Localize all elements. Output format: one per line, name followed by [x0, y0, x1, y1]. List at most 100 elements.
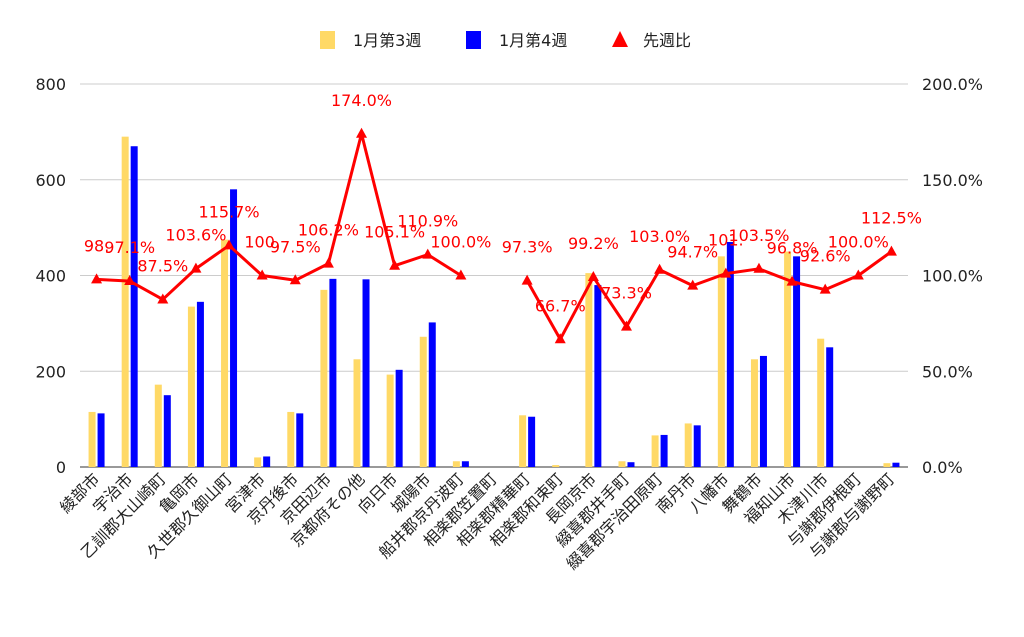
ratio-data-label: 110.9% — [397, 212, 458, 231]
ratio-marker — [819, 283, 831, 294]
legend-label-week3: 1月第3週 — [353, 31, 421, 50]
ratio-data-label: 98. — [84, 236, 109, 255]
ratio-data-label: 115.7% — [199, 202, 260, 221]
y-left-tick-label: 200 — [35, 362, 66, 381]
bar-week4 — [163, 395, 171, 467]
ratio-marker — [587, 271, 599, 282]
ratio-marker — [289, 274, 301, 285]
y-left-tick-label: 800 — [35, 75, 66, 94]
ratio-data-label: 96.8% — [767, 239, 818, 258]
bar-week4 — [196, 301, 204, 467]
ratio-marker — [620, 320, 632, 331]
y-right-tick-label: 0.0% — [922, 458, 963, 477]
ratio-marker — [422, 248, 434, 259]
legend-swatch-week3 — [320, 31, 335, 49]
ratio-marker — [455, 269, 467, 280]
bar-week3 — [684, 423, 692, 467]
bar-week4 — [726, 241, 734, 467]
ratio-data-label: 105.1% — [364, 223, 425, 242]
bar-week3 — [353, 359, 361, 467]
ratio-marker — [786, 275, 798, 286]
bar-week4 — [627, 462, 635, 467]
bar-week3 — [519, 415, 527, 467]
legend-label-ratio: 先週比 — [643, 31, 691, 50]
bar-week4 — [329, 278, 337, 467]
y-right-tick-label: 100.0% — [922, 267, 983, 286]
bar-week4 — [693, 425, 701, 467]
y-left-tick-label: 400 — [35, 267, 66, 286]
legend-marker-ratio — [612, 31, 628, 47]
ratio-marker — [157, 293, 169, 304]
ratio-marker — [885, 245, 897, 256]
bar-week4 — [130, 146, 138, 468]
ratio-line — [96, 132, 462, 301]
bar-week3 — [618, 461, 626, 467]
ratio-data-label: 100.0% — [430, 233, 491, 252]
bar-week4 — [362, 279, 370, 467]
y-left-tick-label: 0 — [56, 458, 66, 477]
ratio-line — [525, 250, 893, 341]
bar-week3 — [187, 306, 195, 467]
ratio-data-label: 97.5% — [270, 237, 321, 256]
bar-week4 — [395, 369, 403, 467]
legend-label-week4: 1月第4週 — [499, 31, 567, 50]
legend-swatch-week4 — [466, 31, 481, 49]
bar-week3 — [784, 251, 792, 467]
ratio-marker — [720, 267, 732, 278]
bar-week4 — [230, 189, 238, 467]
y-left-tick-label: 600 — [35, 171, 66, 190]
ratio-marker — [190, 262, 202, 273]
ratio-marker — [554, 333, 566, 344]
bar-week4 — [826, 347, 834, 467]
ratio-marker — [124, 275, 136, 286]
ratio-data-label: 97.1% — [104, 238, 155, 257]
ratio-marker — [356, 127, 368, 138]
ratio-marker — [687, 279, 699, 290]
ratio-data-label: 99.2% — [568, 234, 619, 253]
bar-week4 — [759, 355, 767, 467]
ratio-data-label: 73.3% — [601, 284, 652, 303]
ratio-marker — [389, 259, 401, 270]
ratio-data-label: 101. — [708, 231, 744, 250]
ratio-data-label: 92.6% — [800, 247, 851, 266]
bar-week3 — [452, 461, 460, 467]
ratio-data-label: 100.0% — [828, 233, 889, 252]
ratio-data-label: 94.7% — [667, 243, 718, 262]
bar-week3 — [419, 336, 427, 467]
bar-week4 — [97, 413, 105, 467]
ratio-data-label: 97.3% — [502, 238, 553, 257]
bar-week3 — [320, 289, 328, 467]
bar-week3 — [121, 136, 129, 467]
bar-week4 — [660, 434, 668, 467]
bar-week3 — [221, 239, 229, 467]
ratio-marker — [521, 274, 533, 285]
ratio-data-label: 66.7% — [535, 296, 586, 315]
ratio-marker — [91, 273, 103, 284]
bar-week4 — [892, 462, 900, 467]
y-right-tick-label: 150.0% — [922, 171, 983, 190]
ratio-data-label: 106.2% — [298, 221, 359, 240]
ratio-data-label: 174.0% — [331, 91, 392, 110]
bar-week4 — [528, 416, 536, 467]
bar-week4 — [793, 256, 801, 467]
bar-week3 — [287, 411, 295, 467]
ratio-marker — [223, 239, 235, 250]
bar-week3 — [552, 465, 560, 467]
bar-week3 — [88, 411, 96, 467]
bar-week3 — [585, 273, 593, 467]
bar-week4 — [594, 285, 602, 467]
ratio-data-label: 87.5% — [137, 256, 188, 275]
bar-week3 — [883, 463, 891, 467]
ratio-marker — [322, 257, 334, 268]
bar-week3 — [154, 384, 162, 467]
ratio-data-label: 112.5% — [861, 209, 922, 228]
bar-week3 — [254, 457, 262, 467]
bar-week4 — [263, 456, 271, 467]
ratio-data-label: 103.6% — [165, 226, 226, 245]
y-right-tick-label: 50.0% — [922, 362, 973, 381]
bar-week4 — [428, 322, 436, 467]
bar-week3 — [717, 256, 725, 467]
y-right-tick-label: 200.0% — [922, 75, 983, 94]
ratio-marker — [654, 263, 666, 274]
